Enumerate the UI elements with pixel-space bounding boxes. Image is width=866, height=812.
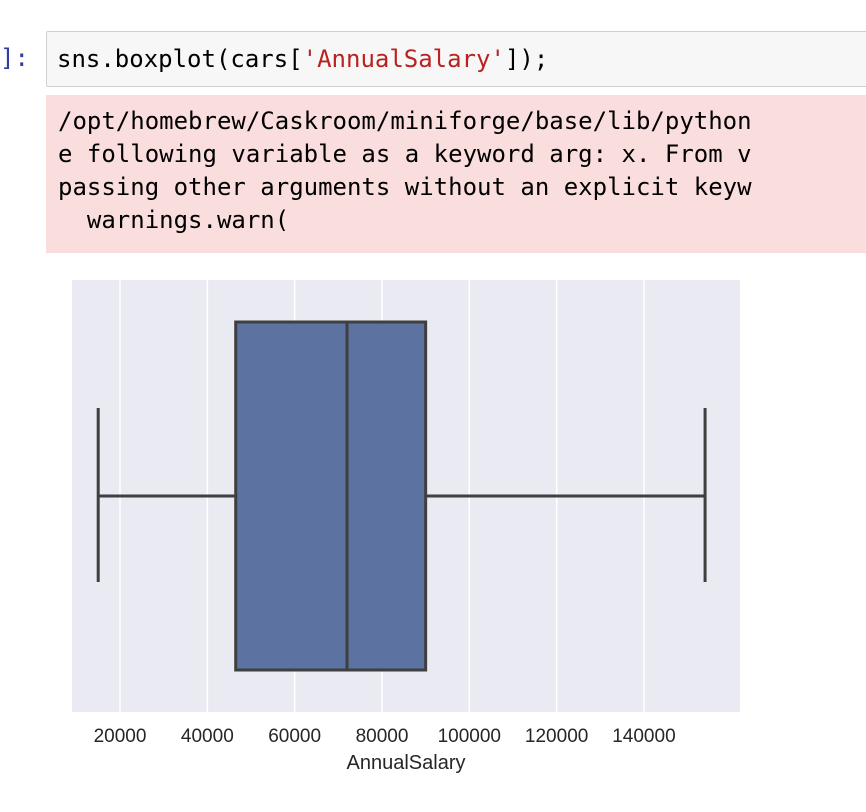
x-tick-label: 140000 <box>612 726 675 747</box>
x-tick-label: 120000 <box>525 726 588 747</box>
code-input-cell[interactable]: sns.boxplot(cars['AnnualSalary']); <box>46 31 866 87</box>
stderr-line: e following variable as a keyword arg: x… <box>58 140 752 168</box>
x-tick-label: 20000 <box>94 726 147 747</box>
boxplot-chart: 20000 40000 60000 80000 100000 120000 140000 A… <box>72 280 740 774</box>
x-axis-label: AnnualSalary <box>347 752 466 774</box>
iqr-box <box>234 320 428 672</box>
cell-prompt: ]: <box>0 44 29 72</box>
x-tick-labels: 20000 40000 60000 80000 100000 120000 140000 <box>94 726 676 747</box>
code-string-literal: 'AnnualSalary' <box>302 45 505 73</box>
x-tick-label: 80000 <box>356 726 409 747</box>
stderr-output: /opt/homebrew/Caskroom/miniforge/base/li… <box>46 95 866 253</box>
x-tick-label: 40000 <box>181 726 234 747</box>
boxplot-output: 20000 40000 60000 80000 100000 120000 140000 A… <box>60 270 760 790</box>
stderr-line: warnings.warn( <box>58 206 290 234</box>
code-prefix: sns.boxplot(cars[ <box>57 45 303 73</box>
x-tick-label: 60000 <box>268 726 321 747</box>
code-line[interactable]: sns.boxplot(cars['AnnualSalary']); <box>57 45 548 73</box>
code-suffix: ]); <box>504 45 549 73</box>
x-tick-label: 100000 <box>438 726 501 747</box>
box-group <box>96 320 707 672</box>
stderr-line: /opt/homebrew/Caskroom/miniforge/base/li… <box>58 107 752 135</box>
stderr-line: passing other arguments without an expli… <box>58 173 752 201</box>
